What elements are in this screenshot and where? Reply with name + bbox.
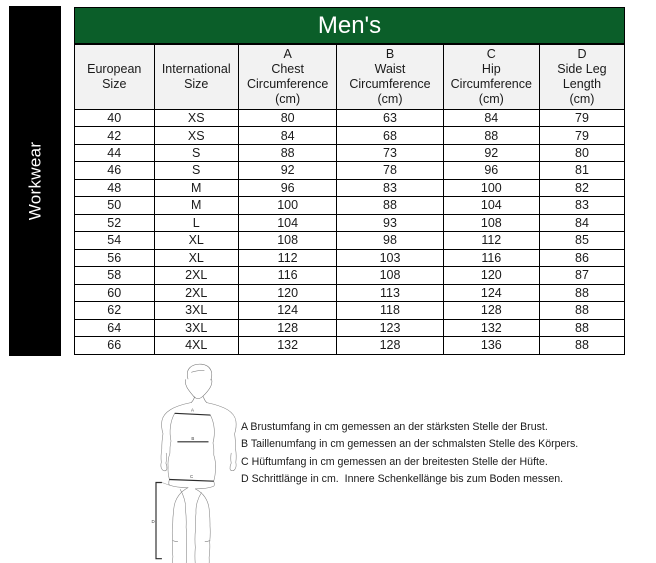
svg-text:A: A [191, 408, 194, 413]
svg-text:C: C [190, 474, 193, 479]
svg-text:B: B [191, 436, 194, 441]
svg-text:D: D [152, 519, 155, 524]
